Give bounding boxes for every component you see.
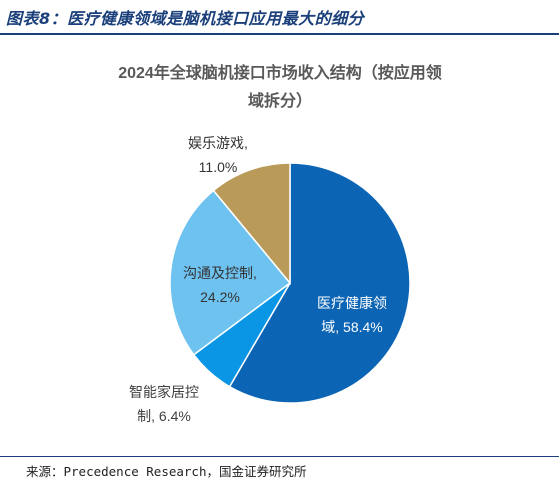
slice-label-2-line-1: 智能家居控	[129, 384, 199, 400]
slice-label-4-line-2: 11.0%	[199, 159, 238, 175]
figure-header: 图表8：医疗健康领域是脑机接口应用最大的细分	[0, 0, 559, 35]
chart-title: 2024年全球脑机接口市场收入结构（按应用领 域拆分）	[80, 60, 480, 116]
figure-title: 图表8：医疗健康领域是脑机接口应用最大的细分	[6, 9, 365, 28]
slice-label-3-line-2: 24.2%	[200, 289, 240, 305]
slice-label-4-line-1: 娱乐游戏,	[188, 135, 248, 151]
source-note: 来源：Precedence Research，国金证券研究所	[26, 464, 307, 479]
pie-slice-3	[169, 189, 292, 356]
slice-label-1-line-2: 域, 58.4%	[321, 319, 382, 335]
pie-slice-1	[228, 162, 411, 404]
slice-label-1-line-1: 医疗健康领	[317, 295, 387, 311]
chart-title-line-1: 2024年全球脑机接口市场收入结构（按应用领	[118, 65, 442, 82]
slice-label-3-line-1: 沟通及控制,	[183, 265, 257, 281]
header-rule	[0, 33, 559, 35]
source-rule	[0, 456, 559, 457]
slice-label-2-line-2: 制, 6.4%	[137, 408, 191, 424]
chart-title-line-2: 域拆分）	[247, 93, 312, 110]
pie-slice-4	[212, 162, 291, 286]
pie-slices	[169, 162, 411, 404]
